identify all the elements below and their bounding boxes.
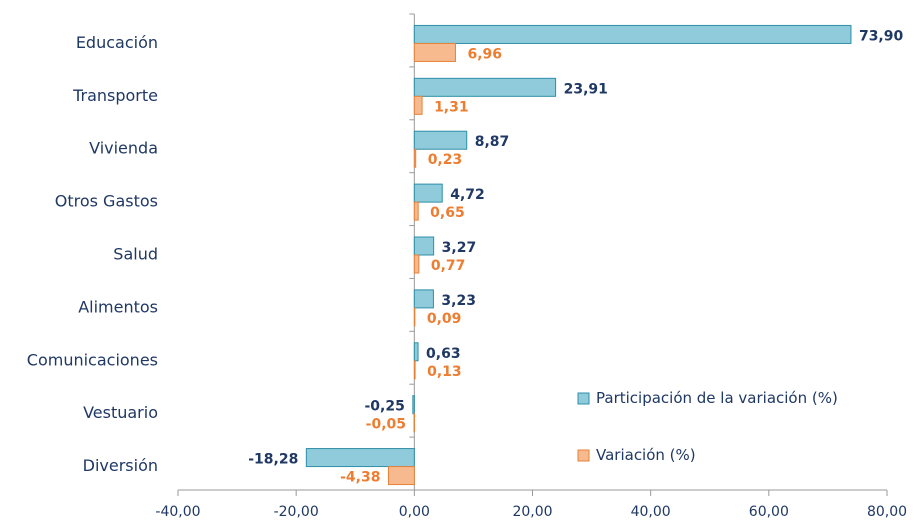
- bar: [413, 342, 419, 362]
- bar: [412, 395, 415, 415]
- value-label: -4,38: [340, 470, 380, 486]
- value-label: 1,31: [434, 99, 469, 115]
- bar: [413, 24, 852, 44]
- bar: [387, 466, 415, 486]
- value-label: 6,96: [467, 46, 502, 62]
- value-label: -18,28: [248, 452, 298, 468]
- value-label: 0,23: [428, 152, 463, 168]
- y-tick-label: Educación: [76, 33, 158, 52]
- value-label: 0,09: [427, 311, 462, 327]
- y-tick-label: Alimentos: [78, 297, 158, 316]
- y-tick-label: Diversión: [83, 456, 158, 475]
- bar: [413, 236, 435, 256]
- value-label: 3,27: [442, 240, 477, 256]
- value-label: 0,13: [427, 364, 462, 380]
- value-label: -0,05: [366, 417, 406, 433]
- bar: [413, 148, 417, 168]
- bar: [413, 130, 468, 150]
- x-tick-label: 80,00: [867, 504, 907, 520]
- y-tick-label: Vivienda: [89, 139, 158, 158]
- value-label: 8,87: [475, 134, 510, 150]
- value-label: 0,77: [431, 258, 466, 274]
- y-tick-label: Comunicaciones: [27, 350, 158, 369]
- y-tick-label: Transporte: [72, 86, 158, 105]
- bar: [413, 413, 416, 433]
- bar: [413, 254, 420, 274]
- value-label: 23,91: [564, 81, 608, 97]
- x-tick-label: 0,00: [399, 504, 430, 520]
- legend-swatch: [577, 449, 590, 462]
- legend-label: Variación (%): [596, 446, 696, 464]
- value-label: 4,72: [450, 187, 485, 203]
- y-tick-label: Otros Gastos: [55, 192, 158, 211]
- bar: [413, 307, 416, 327]
- bar: [413, 289, 434, 309]
- x-tick-label: 20,00: [512, 504, 552, 520]
- y-tick-label: Vestuario: [83, 403, 158, 422]
- x-tick-label: 40,00: [631, 504, 671, 520]
- legend-label: Participación de la variación (%): [596, 389, 838, 407]
- value-label: -0,25: [364, 399, 404, 415]
- value-label: 73,90: [859, 28, 904, 44]
- bar: [413, 183, 443, 203]
- bar: [413, 201, 419, 221]
- bar: [413, 95, 423, 115]
- bar: [413, 77, 557, 97]
- value-label: 0,63: [426, 346, 461, 362]
- y-tick-label: Salud: [113, 245, 158, 264]
- x-tick-label: -20,00: [274, 504, 319, 520]
- value-label: 0,65: [430, 205, 465, 221]
- bar: [413, 42, 456, 62]
- legend-swatch: [577, 392, 590, 405]
- x-tick-label: -40,00: [155, 504, 200, 520]
- bar: [305, 448, 415, 468]
- value-label: 3,23: [441, 293, 476, 309]
- x-tick-label: 60,00: [749, 504, 789, 520]
- bar: [413, 360, 416, 380]
